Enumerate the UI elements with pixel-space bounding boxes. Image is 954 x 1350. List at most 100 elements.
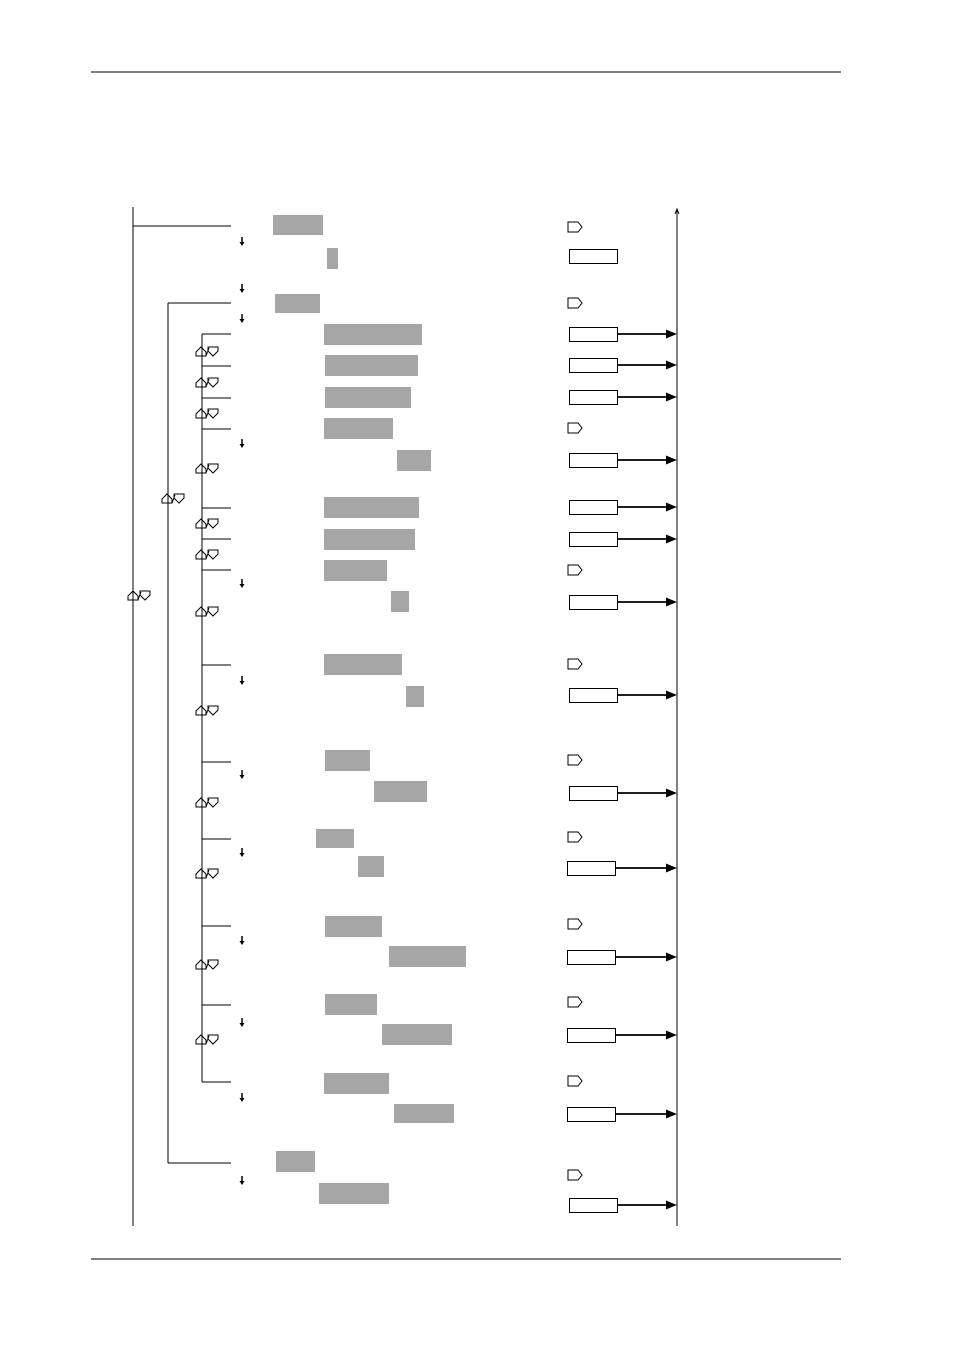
up-down-key-icon	[207, 346, 219, 357]
up-down-key-icon	[195, 705, 207, 716]
display-box-3	[569, 358, 618, 373]
menu-box-9	[324, 497, 419, 518]
menu-box-22	[382, 1024, 452, 1045]
down-arrow-icon	[239, 242, 245, 246]
key-slash	[205, 706, 210, 716]
menu-box-10	[324, 529, 415, 550]
up-down-key-icon	[173, 493, 185, 504]
menu-box-3	[275, 294, 320, 313]
down-arrow-icon	[239, 444, 245, 448]
up-down-key-icon	[207, 868, 219, 879]
menu-box-2	[327, 248, 338, 269]
menu-box-5	[325, 355, 418, 376]
display-box-14	[567, 1107, 616, 1122]
page-rules	[91, 71, 841, 1260]
enter-key-icon	[567, 221, 583, 233]
down-arrow-icon	[239, 584, 245, 588]
menu-box-7	[324, 418, 393, 439]
display-box-2	[569, 327, 618, 342]
enter-key-icon	[567, 658, 583, 670]
tree-lines	[132, 207, 680, 1226]
up-down-key-icon	[207, 463, 219, 474]
menu-box-17	[316, 829, 354, 848]
key-slash	[205, 1035, 210, 1045]
key-slash	[137, 591, 142, 601]
down-arrow-icon	[239, 775, 245, 779]
display-box-7	[569, 532, 618, 547]
key-slash	[205, 409, 210, 419]
menu-box-8	[397, 450, 431, 471]
menu-box-6	[325, 387, 411, 408]
menu-box-21	[325, 994, 377, 1015]
menu-box-14	[406, 686, 424, 707]
key-slash	[205, 869, 210, 879]
display-box-6	[569, 500, 618, 515]
menu-box-13	[324, 654, 402, 675]
display-box-10	[569, 786, 618, 801]
up-down-key-icon	[195, 549, 207, 560]
down-arrow-icon	[239, 1181, 245, 1185]
up-down-key-icon	[195, 518, 207, 529]
up-down-key-icon	[139, 590, 151, 601]
up-down-key-icon	[195, 606, 207, 617]
down-arrow-icon	[239, 853, 245, 857]
menu-boxes	[273, 215, 466, 1204]
up-down-key-icon	[207, 377, 219, 388]
menu-box-12	[391, 591, 409, 612]
key-icons	[127, 221, 583, 1185]
up-down-key-icon	[127, 590, 139, 601]
collector-arrow-top	[674, 207, 680, 215]
display-boxes	[567, 249, 677, 1213]
up-down-key-icon	[207, 408, 219, 419]
menu-box-16	[374, 781, 427, 802]
down-arrow-icon	[239, 941, 245, 945]
enter-key-icon	[567, 564, 583, 576]
menu-box-23	[324, 1073, 389, 1094]
menu-box-15	[325, 750, 370, 771]
enter-key-icon	[567, 754, 583, 766]
up-down-key-icon	[195, 377, 207, 388]
key-slash	[205, 960, 210, 970]
down-arrow-icon	[239, 289, 245, 293]
display-box-5	[569, 453, 618, 468]
menu-box-20	[389, 946, 466, 967]
display-box-13	[567, 1028, 616, 1043]
key-slash	[205, 798, 210, 808]
display-box-4	[569, 390, 618, 405]
display-box-12	[567, 950, 616, 965]
display-box-11	[567, 861, 616, 876]
key-slash	[205, 347, 210, 357]
enter-key-icon	[567, 918, 583, 930]
up-down-key-icon	[207, 705, 219, 716]
down-arrow-icon	[239, 319, 245, 323]
display-box-8	[569, 595, 618, 610]
enter-key-icon	[567, 831, 583, 843]
up-down-key-icon	[161, 493, 173, 504]
key-slash	[171, 494, 176, 504]
up-down-key-icon	[207, 549, 219, 560]
display-box-15	[569, 1198, 618, 1213]
down-arrow-icon	[239, 1023, 245, 1027]
up-down-key-icon	[195, 463, 207, 474]
up-down-key-icon	[207, 959, 219, 970]
up-down-key-icon	[195, 346, 207, 357]
enter-key-icon	[567, 996, 583, 1008]
up-down-key-icon	[195, 408, 207, 419]
menu-box-11	[324, 560, 387, 581]
key-slash	[205, 519, 210, 529]
key-slash	[205, 464, 210, 474]
menu-box-18	[358, 856, 384, 877]
enter-key-icon	[567, 297, 583, 309]
enter-key-icon	[567, 1169, 583, 1181]
menu-box-4	[324, 324, 422, 345]
menu-box-19	[325, 916, 382, 937]
up-down-key-icon	[195, 797, 207, 808]
up-down-key-icon	[207, 1034, 219, 1045]
menu-box-1	[273, 215, 323, 235]
menu-box-26	[319, 1183, 389, 1204]
up-down-key-icon	[207, 797, 219, 808]
display-box-9	[569, 688, 618, 703]
down-arrow-icon	[239, 681, 245, 685]
up-down-key-icon	[195, 959, 207, 970]
